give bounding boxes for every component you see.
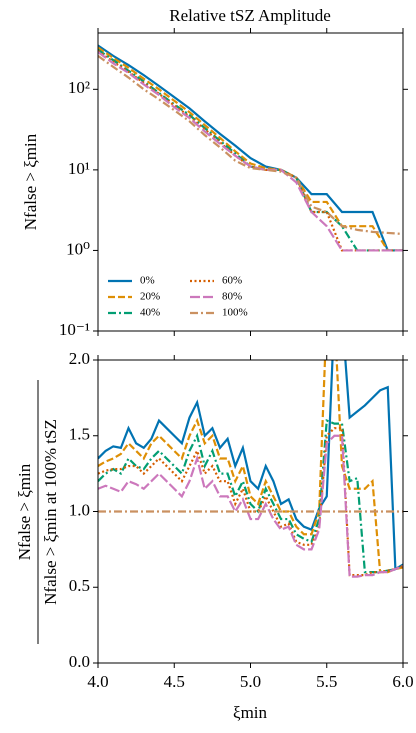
series-line <box>98 360 403 574</box>
legend-label: 80% <box>222 291 242 303</box>
axes-frame <box>97 359 404 664</box>
legend-label: 60% <box>222 275 242 287</box>
y-tick-label: 10⁻¹ <box>59 320 90 339</box>
y-tick-label: 10¹ <box>68 159 90 178</box>
legend-label: 0% <box>140 275 155 287</box>
plot-area <box>98 44 403 252</box>
x-tick-label: 5.0 <box>240 672 261 691</box>
series-line <box>98 44 403 252</box>
axes-frame <box>97 32 404 332</box>
legend-label: 40% <box>140 307 160 319</box>
y-tick-label: 10⁰ <box>66 239 90 258</box>
x-tick-label: 4.5 <box>164 672 185 691</box>
series-line <box>98 427 403 577</box>
plot-area <box>98 360 403 578</box>
chart-title: Relative tSZ Amplitude <box>169 6 330 25</box>
series-line <box>98 51 403 252</box>
x-axis-label: ξmin <box>233 703 268 722</box>
y-axis-label: Nfalse > ξmin <box>21 133 40 230</box>
x-tick-label: 5.5 <box>316 672 337 691</box>
y-tick-label: 0.5 <box>69 576 90 595</box>
y-axis-label-denominator: Nfalse > ξmin at 100% tSZ <box>41 419 60 605</box>
y-tick-label: 1.5 <box>69 425 90 444</box>
legend-label: 20% <box>140 291 160 303</box>
y-tick-label: 10² <box>68 78 90 97</box>
x-tick-label: 4.0 <box>87 672 108 691</box>
x-tick-label: 6.0 <box>392 672 413 691</box>
series-line <box>98 419 403 574</box>
y-tick-label: 0.0 <box>69 652 90 671</box>
y-tick-label: 1.0 <box>69 500 90 519</box>
series-line <box>98 434 403 578</box>
y-axis-label-numerator: Nfalse > ξmin <box>15 463 34 560</box>
legend-label: 100% <box>222 307 248 319</box>
series-line <box>98 360 403 571</box>
series-line <box>98 46 403 252</box>
y-tick-label: 2.0 <box>69 349 90 368</box>
